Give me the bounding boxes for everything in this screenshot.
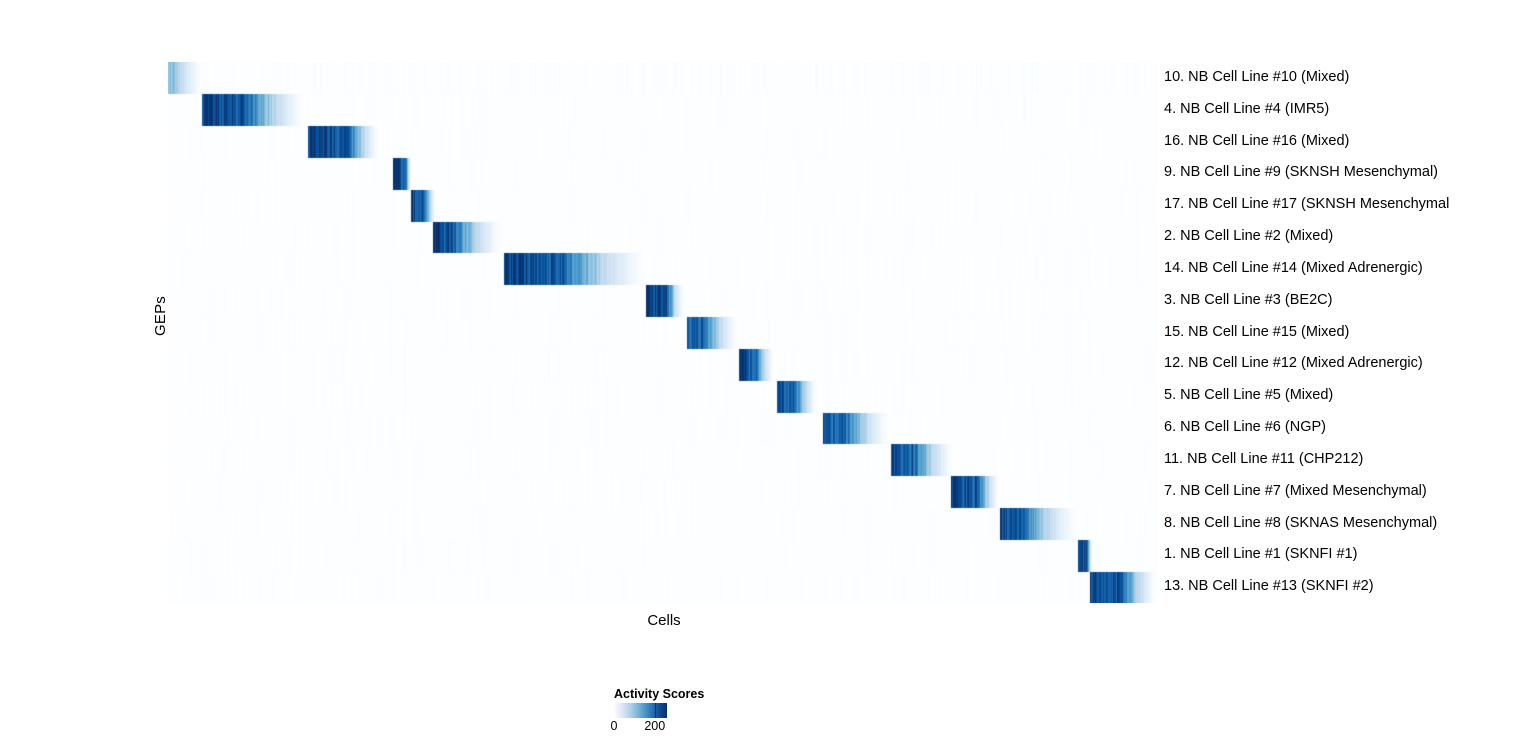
gep-row-label: 4. NB Cell Line #4 (IMR5) — [1164, 100, 1330, 117]
gep-row-label: 2. NB Cell Line #2 (Mixed) — [1164, 228, 1334, 245]
gep-row-label: 5. NB Cell Line #5 (Mixed) — [1164, 387, 1334, 404]
legend-tick-label: 200 — [644, 719, 666, 733]
gep-row-label: 6. NB Cell Line #6 (NGP) — [1164, 419, 1326, 436]
color-legend: Activity Scores 0 200 — [610, 687, 854, 743]
gep-row-label: 13. NB Cell Line #13 (SKNFI #2) — [1164, 578, 1374, 595]
legend-title: Activity Scores — [614, 687, 705, 701]
gep-row-label: 9. NB Cell Line #9 (SKNSH Mesenchymal) — [1164, 164, 1438, 181]
gep-row-label: 3. NB Cell Line #3 (BE2C) — [1164, 291, 1333, 308]
gep-row-label: 15. NB Cell Line #15 (Mixed) — [1164, 323, 1350, 340]
heatmap-plot-area — [168, 62, 1158, 603]
legend-tick-mark — [654, 703, 657, 718]
legend-tick-label: 0 — [610, 719, 618, 733]
gep-row-label: 12. NB Cell Line #12 (Mixed Adrenergic) — [1164, 355, 1423, 372]
gep-row-label: 10. NB Cell Line #10 (Mixed) — [1164, 69, 1350, 85]
gep-row-label: 16. NB Cell Line #16 (Mixed) — [1164, 132, 1350, 149]
gep-row-label-list: 10. NB Cell Line #10 (Mixed) 4. NB Cell L… — [1164, 62, 1536, 603]
heatmap-canvas — [168, 62, 1158, 603]
gep-row-label: 17. NB Cell Line #17 (SKNSH Mesenchymal — [1164, 196, 1450, 213]
gep-row-label: 11. NB Cell Line #11 (CHP212) — [1164, 450, 1364, 467]
y-axis-label: GEPs — [152, 296, 169, 336]
gep-row-label: 7. NB Cell Line #7 (Mixed Mesenchymal) — [1164, 482, 1427, 499]
gep-row-label: 14. NB Cell Line #14 (Mixed Adrenergic) — [1164, 259, 1423, 276]
legend-gradient-bar — [614, 703, 667, 718]
gep-row-label: 1. NB Cell Line #1 (SKNFI #1) — [1164, 546, 1358, 563]
gep-row-label: 8. NB Cell Line #8 (SKNAS Mesenchymal) — [1164, 514, 1438, 531]
x-axis-label: Cells — [647, 612, 681, 629]
